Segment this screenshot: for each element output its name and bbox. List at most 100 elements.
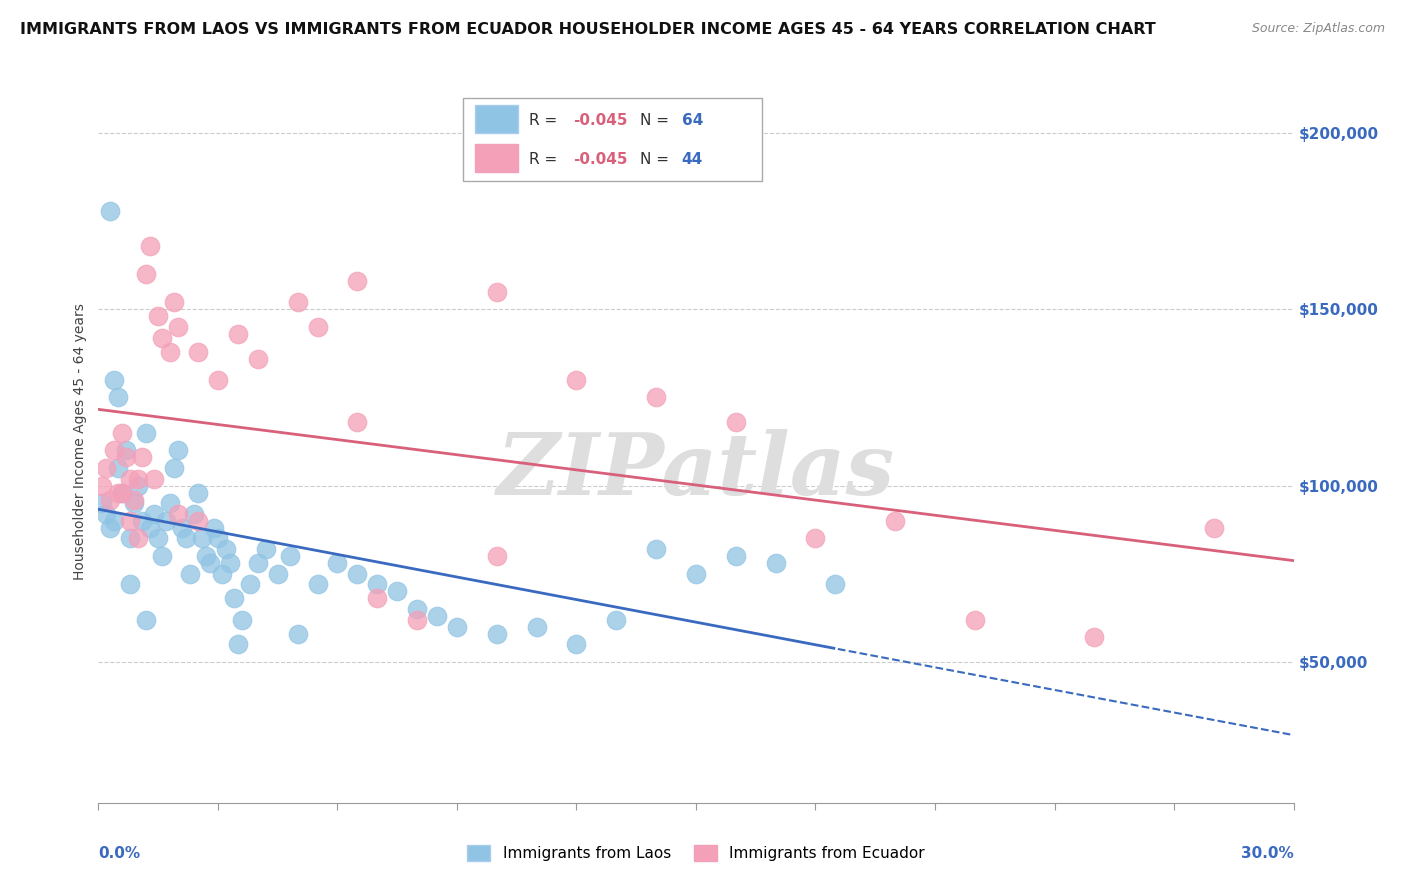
Point bbox=[107, 485, 129, 500]
Point bbox=[179, 566, 201, 581]
Point bbox=[226, 326, 249, 341]
Point bbox=[406, 613, 429, 627]
Text: 64: 64 bbox=[682, 112, 703, 128]
Point bbox=[115, 450, 138, 465]
Point bbox=[406, 602, 429, 616]
Point bbox=[143, 471, 166, 485]
Point bbox=[167, 443, 190, 458]
Point bbox=[91, 478, 114, 492]
Text: N =: N = bbox=[640, 152, 673, 167]
Point bbox=[183, 507, 205, 521]
Point bbox=[135, 613, 157, 627]
Point bbox=[96, 507, 118, 521]
Point bbox=[645, 391, 668, 405]
Point bbox=[207, 532, 229, 546]
Point bbox=[207, 373, 229, 387]
Text: 0.0%: 0.0% bbox=[98, 847, 141, 861]
Point bbox=[107, 391, 129, 405]
Text: -0.045: -0.045 bbox=[572, 112, 627, 128]
Point bbox=[124, 496, 146, 510]
Point bbox=[231, 613, 253, 627]
Point bbox=[172, 521, 194, 535]
Point bbox=[127, 532, 149, 546]
Text: R =: R = bbox=[529, 112, 562, 128]
Point bbox=[605, 613, 627, 627]
Point bbox=[111, 485, 134, 500]
Text: IMMIGRANTS FROM LAOS VS IMMIGRANTS FROM ECUADOR HOUSEHOLDER INCOME AGES 45 - 64 : IMMIGRANTS FROM LAOS VS IMMIGRANTS FROM … bbox=[20, 22, 1156, 37]
Point bbox=[115, 443, 138, 458]
Point bbox=[187, 344, 209, 359]
Point bbox=[163, 461, 186, 475]
Point bbox=[148, 310, 170, 324]
Point bbox=[346, 274, 368, 288]
Point bbox=[195, 549, 218, 563]
Point bbox=[287, 626, 309, 640]
Point bbox=[219, 556, 242, 570]
Point bbox=[120, 471, 142, 485]
Text: 44: 44 bbox=[682, 152, 703, 167]
Point bbox=[159, 344, 181, 359]
Point bbox=[239, 577, 262, 591]
Point bbox=[385, 584, 409, 599]
Point bbox=[127, 478, 149, 492]
Point bbox=[111, 425, 134, 440]
Point bbox=[963, 613, 986, 627]
Point bbox=[135, 425, 157, 440]
Point bbox=[254, 542, 277, 557]
Point bbox=[131, 514, 153, 528]
Text: -0.045: -0.045 bbox=[572, 152, 627, 167]
FancyBboxPatch shape bbox=[475, 144, 517, 172]
Point bbox=[226, 637, 249, 651]
Point bbox=[246, 556, 269, 570]
Point bbox=[91, 496, 114, 510]
Point bbox=[804, 532, 827, 546]
Point bbox=[198, 556, 221, 570]
Text: Source: ZipAtlas.com: Source: ZipAtlas.com bbox=[1251, 22, 1385, 36]
Point bbox=[120, 577, 142, 591]
Point bbox=[565, 373, 588, 387]
Point bbox=[103, 514, 125, 528]
Point bbox=[278, 549, 301, 563]
Point bbox=[287, 295, 309, 310]
Point bbox=[724, 415, 747, 429]
Point bbox=[167, 320, 190, 334]
Point bbox=[1202, 521, 1225, 535]
Point bbox=[163, 295, 186, 310]
Point bbox=[446, 619, 468, 633]
Text: 30.0%: 30.0% bbox=[1240, 847, 1294, 861]
Point bbox=[485, 549, 508, 563]
Point bbox=[98, 203, 122, 218]
Point bbox=[526, 619, 548, 633]
Point bbox=[187, 485, 209, 500]
Legend: Immigrants from Laos, Immigrants from Ecuador: Immigrants from Laos, Immigrants from Ec… bbox=[461, 839, 931, 867]
Point bbox=[150, 549, 173, 563]
Point bbox=[307, 320, 329, 334]
Point bbox=[307, 577, 329, 591]
Point bbox=[485, 626, 508, 640]
Text: ZIPatlas: ZIPatlas bbox=[496, 429, 896, 512]
Y-axis label: Householder Income Ages 45 - 64 years: Householder Income Ages 45 - 64 years bbox=[73, 303, 87, 580]
Point bbox=[124, 492, 146, 507]
Point bbox=[565, 637, 588, 651]
Point bbox=[98, 492, 122, 507]
Point bbox=[724, 549, 747, 563]
Point bbox=[202, 521, 225, 535]
Point bbox=[111, 485, 134, 500]
Point bbox=[191, 532, 214, 546]
Point bbox=[426, 609, 449, 624]
Text: R =: R = bbox=[529, 152, 562, 167]
Point bbox=[148, 532, 170, 546]
Text: N =: N = bbox=[640, 112, 673, 128]
Point bbox=[103, 373, 125, 387]
Point bbox=[1083, 630, 1105, 644]
Point bbox=[139, 521, 162, 535]
Point bbox=[765, 556, 787, 570]
Point bbox=[167, 507, 190, 521]
Point bbox=[120, 532, 142, 546]
Point bbox=[215, 542, 238, 557]
Point bbox=[685, 566, 707, 581]
Point bbox=[174, 532, 197, 546]
Point bbox=[884, 514, 907, 528]
Point bbox=[107, 461, 129, 475]
Point bbox=[187, 514, 209, 528]
